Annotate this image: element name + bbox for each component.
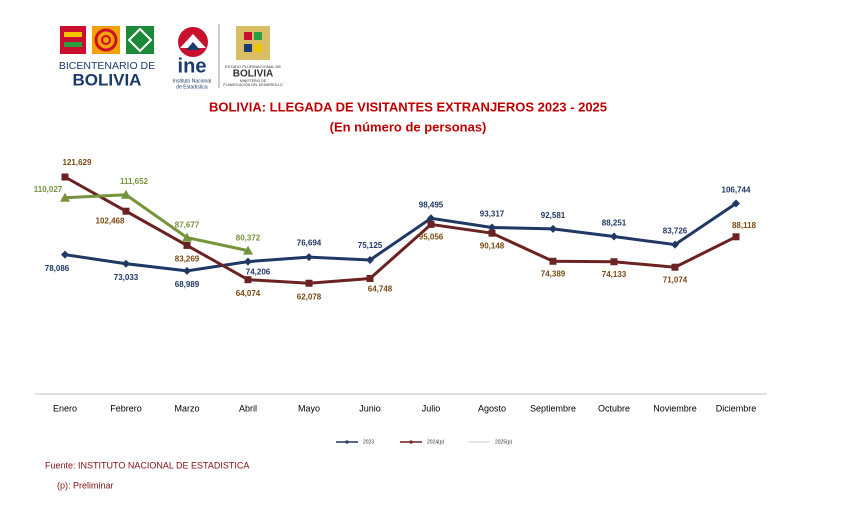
data-label: 74,389	[541, 269, 566, 278]
data-label: 73,033	[114, 273, 139, 282]
legend-marker	[345, 440, 349, 444]
data-label: 76,694	[297, 238, 322, 247]
data-label: 102,468	[96, 216, 125, 225]
x-tick-label: Septiembre	[530, 403, 576, 413]
point	[244, 276, 252, 284]
ine-logo: ine Instituto Nacional de Estadística	[173, 24, 220, 90]
x-tick-label: Agosto	[478, 403, 506, 413]
data-label: 64,748	[368, 285, 393, 294]
point	[610, 258, 618, 266]
data-label: 106,744	[722, 186, 751, 195]
data-label: 68,989	[175, 280, 200, 289]
point	[732, 199, 740, 208]
x-tick-label: Marzo	[174, 403, 199, 413]
data-label: 62,078	[297, 292, 322, 301]
data-label: 80,372	[236, 234, 261, 243]
logo-text: de Estadística	[176, 84, 208, 90]
x-tick-label: Enero	[53, 403, 77, 413]
data-label: 98,495	[419, 200, 444, 209]
chart-subtitle: (En número de personas)	[330, 119, 487, 134]
x-tick-label: Diciembre	[716, 403, 757, 413]
point	[366, 255, 374, 264]
point	[488, 223, 496, 232]
legend-label: 2025(p)	[495, 439, 513, 445]
data-label: 64,074	[236, 289, 261, 298]
logo-text: BOLIVIA	[73, 70, 142, 89]
data-label: 88,118	[732, 221, 757, 230]
x-tick-label: Junio	[359, 403, 381, 413]
x-tick-label: Octubre	[598, 403, 630, 413]
logo-text: MINISTERIO DE	[240, 79, 267, 83]
data-label: 111,652	[120, 177, 149, 186]
data-label: 74,206	[246, 268, 271, 277]
point	[183, 241, 191, 249]
point	[671, 263, 679, 271]
point	[61, 250, 69, 259]
point	[183, 266, 191, 275]
legend-marker	[409, 440, 413, 444]
point	[549, 257, 557, 265]
point	[244, 257, 252, 266]
legend-label: 2024(p)	[427, 439, 445, 445]
estado-logo: ESTADO PLURINACIONAL DE BOLIVIA MINISTER…	[223, 26, 283, 87]
series-line	[64, 202, 737, 273]
point	[427, 214, 435, 223]
data-label: 95,056	[419, 233, 444, 242]
point	[121, 189, 131, 199]
data-label: 121,629	[63, 158, 92, 167]
bicentenario-logo: BICENTENARIO DE BOLIVIA	[59, 26, 155, 89]
point	[122, 207, 130, 215]
point	[60, 192, 70, 202]
logo-text: BOLIVIA	[233, 69, 274, 80]
data-label: 75,125	[358, 241, 383, 250]
point	[732, 233, 740, 241]
point	[305, 253, 313, 262]
point	[610, 232, 618, 241]
point	[122, 259, 130, 268]
note: (p): Preliminar	[57, 480, 114, 490]
data-label: 90,148	[480, 241, 505, 250]
data-label: 83,726	[663, 227, 688, 236]
data-label: 87,677	[175, 221, 200, 230]
series-line	[64, 175, 737, 285]
x-tick-label: Julio	[422, 403, 441, 413]
data-label: 71,074	[663, 275, 688, 284]
data-label: 88,251	[602, 219, 627, 228]
data-label: 74,133	[602, 270, 627, 279]
logo-text: ine	[178, 55, 207, 77]
x-tick-label: Noviembre	[653, 403, 697, 413]
logo-text: BICENTENARIO DE	[59, 60, 155, 72]
point	[366, 274, 374, 282]
logo-text: Instituto Nacional	[173, 78, 211, 84]
data-label: 93,317	[480, 210, 505, 219]
point	[182, 232, 192, 242]
legend-label: 2023	[363, 439, 374, 445]
chart-title: BOLIVIA: LLEGADA DE VISITANTES EXTRANJER…	[209, 99, 607, 114]
source: Fuente: INSTITUTO NACIONAL DE ESTADISTIC…	[45, 460, 249, 470]
point	[61, 173, 69, 181]
point	[305, 279, 313, 287]
x-tick-label: Febrero	[110, 403, 142, 413]
data-label: 78,086	[45, 264, 70, 273]
point	[427, 220, 435, 228]
point	[671, 240, 679, 249]
data-label: 92,581	[541, 211, 566, 220]
data-label: 110,027	[34, 185, 63, 194]
point	[243, 245, 253, 255]
logo-text: PLANIFICACIÓN DEL DESARROLLO	[223, 82, 283, 87]
data-label: 83,269	[175, 255, 200, 264]
x-tick-label: Mayo	[298, 403, 320, 413]
series-line	[64, 193, 249, 253]
point	[488, 229, 496, 237]
x-tick-label: Abril	[239, 403, 257, 413]
point	[549, 224, 557, 233]
logo-text: ESTADO PLURINACIONAL DE	[225, 64, 281, 69]
